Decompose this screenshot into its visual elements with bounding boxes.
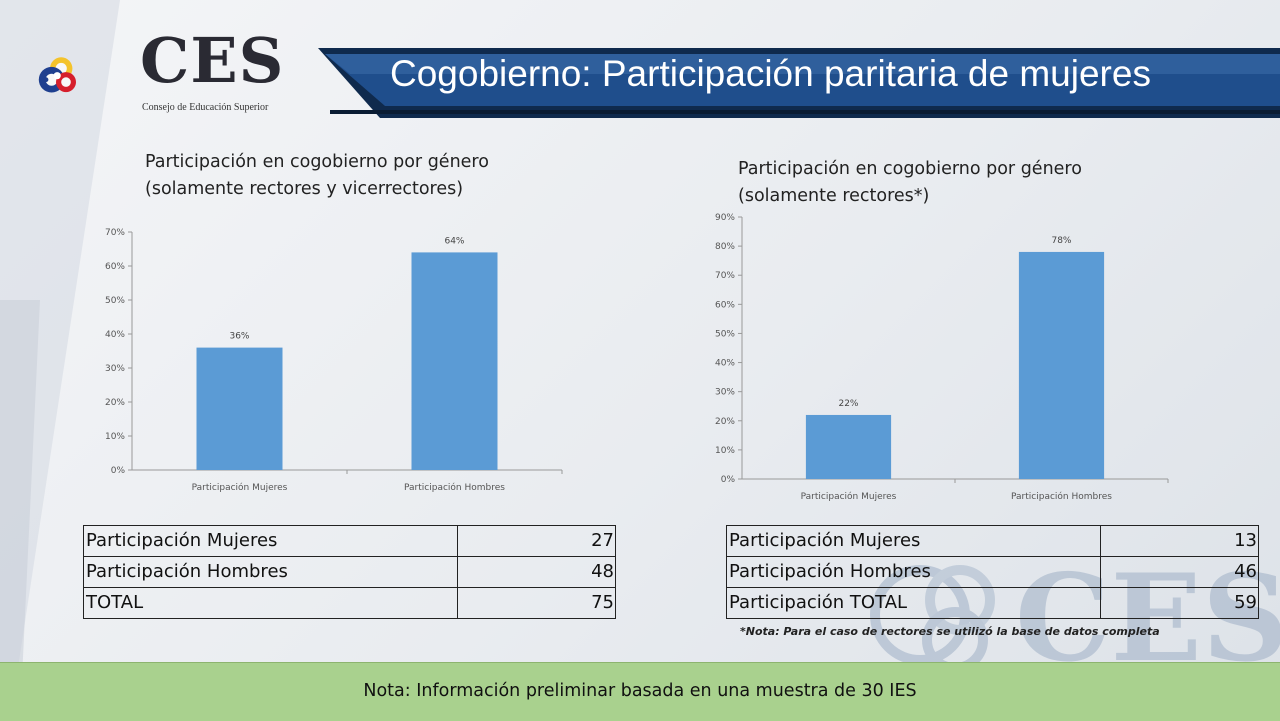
table-cell-value: 13 (1100, 525, 1259, 557)
page-title: Cogobierno: Participación paritaria de m… (390, 53, 1151, 94)
y-tick-label: 0% (721, 475, 736, 485)
y-tick-label: 90% (715, 213, 735, 223)
logo-subtitle: Consejo de Educación Superior (142, 102, 269, 113)
x-tick-label: Participación Mujeres (801, 491, 897, 502)
y-tick-label: 60% (715, 300, 735, 310)
y-tick-label: 30% (105, 364, 125, 374)
y-tick-label: 80% (715, 242, 735, 252)
y-tick-label: 50% (105, 296, 125, 306)
y-tick-label: 40% (715, 359, 735, 369)
table-cell-label: TOTAL (83, 587, 458, 619)
data-label: 78% (1051, 236, 1071, 246)
table-cell-value: 46 (1100, 556, 1259, 588)
chart-right-title: Participación en cogobierno por género (… (738, 159, 1082, 206)
data-label: 36% (229, 332, 249, 342)
table-cell-label: Participación Mujeres (83, 525, 458, 557)
y-tick-label: 20% (105, 398, 125, 408)
y-tick-label: 10% (715, 446, 735, 456)
bar-hombres (1018, 251, 1105, 479)
table-cell-value: 75 (457, 587, 616, 619)
table-row: TOTAL 75 (83, 587, 616, 619)
table-cell-label: Participación Hombres (83, 556, 458, 588)
y-tick-label: 70% (105, 228, 125, 238)
chart-right: 0% 10% 20% 30% 40% 50% 60% 70% 80% 90% 22% Particip… (715, 213, 1169, 502)
table-cell-label: Participación Hombres (726, 556, 1101, 588)
footer-bar: Nota: Información preliminar basada en u… (0, 662, 1280, 721)
y-tick-label: 50% (715, 329, 735, 339)
chart-left-title: Participación en cogobierno por género (… (145, 152, 489, 199)
y-tick-label: 40% (105, 330, 125, 340)
y-tick-label: 70% (715, 271, 735, 281)
x-tick-label: Participación Hombres (1011, 491, 1112, 502)
table-row: Participación Mujeres 27 (83, 525, 616, 557)
table-row: Participación TOTAL 59 (726, 587, 1259, 619)
table-right: Participación Mujeres 13 Participación H… (726, 525, 1259, 619)
x-tick-label: Participación Mujeres (192, 482, 288, 493)
y-tick-label: 30% (715, 388, 735, 398)
table-cell-value: 27 (457, 525, 616, 557)
table-cell-label: Participación Mujeres (726, 525, 1101, 557)
y-tick-label: 20% (715, 417, 735, 427)
footer-note: Nota: Información preliminar basada en u… (363, 681, 917, 701)
y-tick-label: 0% (111, 466, 126, 476)
ces-logo-icon (38, 57, 76, 93)
table-cell-value: 48 (457, 556, 616, 588)
table-cell-label: Participación TOTAL (726, 587, 1101, 619)
x-tick-label: Participación Hombres (404, 482, 505, 493)
data-label: 22% (838, 399, 858, 409)
data-label: 64% (444, 236, 464, 246)
y-tick-label: 60% (105, 262, 125, 272)
table-row: Participación Hombres 46 (726, 556, 1259, 588)
chart-left: 0% 10% 20% 30% 40% 50% 60% 70% 36% Participación … (105, 228, 563, 493)
table-row: Participación Hombres 48 (83, 556, 616, 588)
table-cell-value: 59 (1100, 587, 1259, 619)
logo-wordmark: CES (140, 24, 285, 97)
table-left: Participación Mujeres 27 Participación H… (83, 525, 616, 619)
bar-mujeres (805, 414, 892, 479)
bar-mujeres (196, 347, 283, 470)
y-tick-label: 10% (105, 432, 125, 442)
rectores-note: *Nota: Para el caso de rectores se utili… (740, 625, 1160, 638)
table-row: Participación Mujeres 13 (726, 525, 1259, 557)
bar-hombres (411, 252, 498, 470)
